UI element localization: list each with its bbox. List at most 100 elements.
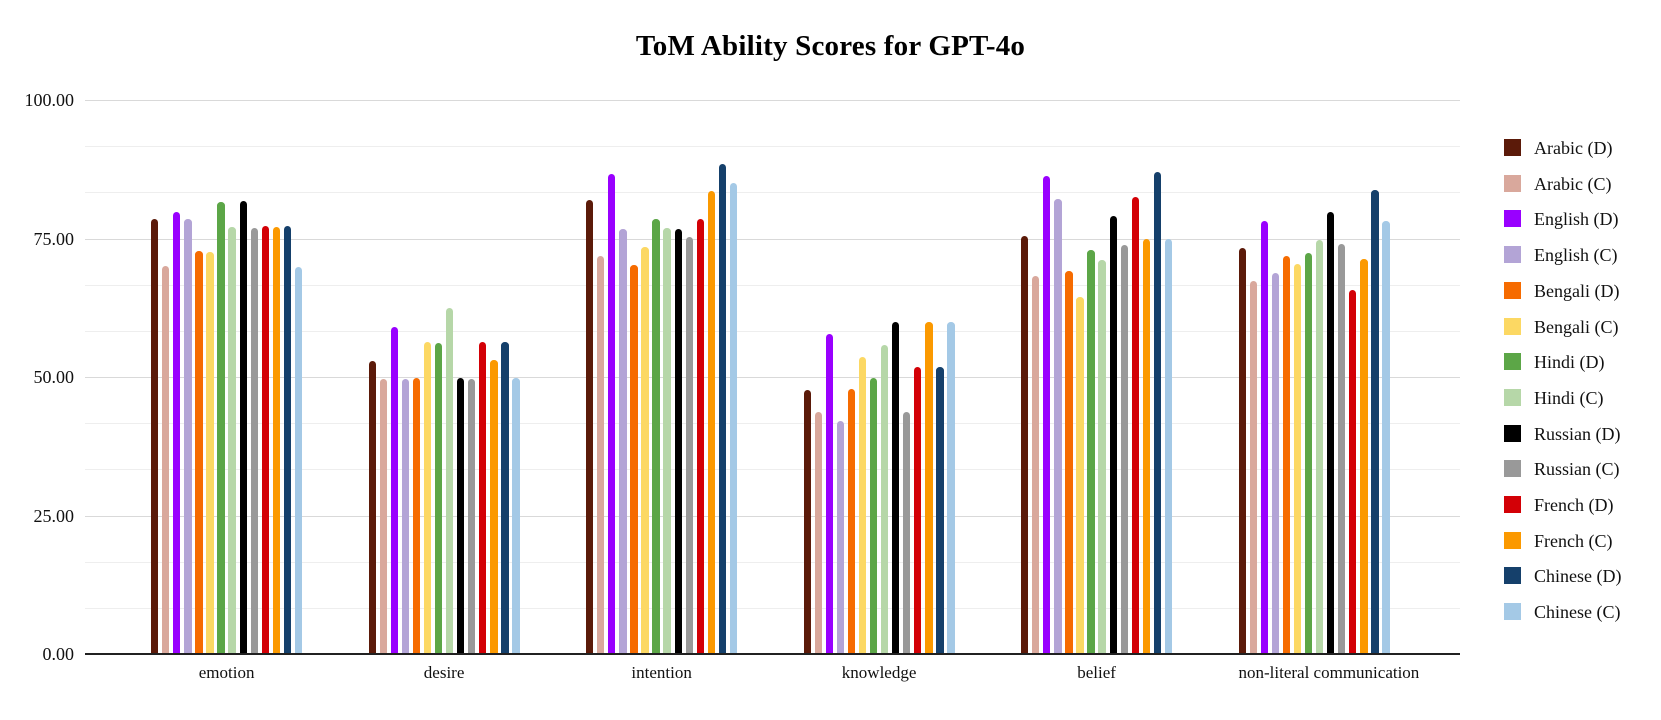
minor-gridline bbox=[85, 284, 1460, 286]
y-axis-label: 50.00 bbox=[33, 367, 75, 387]
major-gridline bbox=[85, 238, 1460, 240]
y-axis-label: 75.00 bbox=[33, 228, 75, 249]
legend-swatch bbox=[1504, 353, 1521, 371]
minor-gridline bbox=[85, 146, 1460, 148]
major-gridline bbox=[85, 100, 1460, 101]
bar bbox=[228, 227, 236, 654]
legend-label: English (C) bbox=[1534, 245, 1618, 266]
bar bbox=[1371, 190, 1379, 654]
bar bbox=[490, 360, 498, 654]
bar bbox=[1120, 245, 1128, 654]
bar bbox=[1360, 258, 1368, 654]
category-label: emotion bbox=[198, 663, 255, 682]
bar bbox=[1032, 276, 1040, 654]
legend-label: Hindi (D) bbox=[1534, 352, 1605, 373]
legend-swatch bbox=[1504, 424, 1521, 442]
bar bbox=[1338, 244, 1346, 654]
bar bbox=[1304, 252, 1313, 654]
bar bbox=[803, 389, 811, 654]
bar bbox=[925, 321, 933, 654]
major-gridline bbox=[85, 515, 1460, 517]
legend-label: English (D) bbox=[1534, 209, 1619, 230]
bar bbox=[858, 357, 867, 654]
bar bbox=[217, 202, 225, 654]
bar bbox=[1087, 249, 1095, 654]
bar bbox=[151, 219, 159, 654]
legend-label: Arabic (D) bbox=[1534, 138, 1613, 158]
legend-label: Russian (D) bbox=[1534, 423, 1621, 444]
bar bbox=[195, 250, 203, 654]
bar bbox=[1238, 248, 1246, 654]
x-axis-line bbox=[85, 653, 1460, 655]
bar bbox=[501, 342, 509, 654]
legend-swatch bbox=[1504, 281, 1521, 299]
bar bbox=[390, 326, 398, 654]
legend-label: French (D) bbox=[1534, 495, 1614, 515]
bar bbox=[1109, 215, 1117, 654]
bar bbox=[412, 378, 421, 654]
bar bbox=[423, 342, 432, 654]
legend-swatch bbox=[1504, 567, 1521, 585]
legend-swatch bbox=[1504, 210, 1521, 228]
legend-swatch bbox=[1504, 460, 1521, 478]
bar bbox=[1164, 239, 1173, 654]
bar bbox=[619, 228, 627, 654]
legend-label: Arabic (C) bbox=[1534, 173, 1612, 194]
bar bbox=[825, 334, 833, 654]
legend-label: Russian (C) bbox=[1534, 459, 1620, 480]
bar bbox=[914, 367, 922, 654]
bar bbox=[1349, 290, 1357, 654]
bar bbox=[869, 378, 878, 654]
minor-gridline bbox=[85, 561, 1460, 563]
bar bbox=[586, 200, 594, 654]
bar bbox=[294, 266, 303, 654]
legend-swatch bbox=[1504, 496, 1521, 513]
bar bbox=[250, 227, 258, 654]
bar bbox=[718, 163, 727, 654]
legend-swatch bbox=[1504, 603, 1521, 621]
legend-swatch bbox=[1504, 139, 1521, 156]
bar bbox=[401, 379, 409, 654]
bar bbox=[836, 420, 844, 654]
legend-label: Bengali (D) bbox=[1534, 280, 1620, 301]
y-axis-label: 25.00 bbox=[33, 505, 75, 526]
y-axis-label: 100.00 bbox=[24, 90, 75, 110]
bar bbox=[903, 411, 911, 654]
bar bbox=[1098, 260, 1106, 654]
legend-label: Bengali (C) bbox=[1534, 316, 1619, 337]
bar bbox=[814, 411, 822, 654]
bar bbox=[597, 255, 605, 654]
bar bbox=[892, 322, 900, 654]
bar bbox=[1260, 221, 1268, 654]
legend-swatch bbox=[1504, 388, 1521, 406]
category-label: intention bbox=[631, 663, 692, 682]
bar bbox=[368, 360, 376, 654]
legend-swatch bbox=[1504, 531, 1521, 549]
bar bbox=[1271, 272, 1279, 654]
bar bbox=[162, 266, 170, 654]
bar bbox=[880, 344, 889, 654]
minor-gridline bbox=[85, 330, 1460, 332]
bar bbox=[479, 341, 487, 654]
category-label: desire bbox=[423, 663, 465, 682]
bar bbox=[1293, 263, 1302, 654]
legend-label: Hindi (C) bbox=[1534, 387, 1604, 408]
bar bbox=[434, 342, 443, 654]
bar bbox=[1021, 235, 1029, 654]
bar bbox=[1076, 296, 1084, 654]
legend-label: Chinese (C) bbox=[1534, 602, 1621, 623]
bar bbox=[641, 247, 649, 654]
y-axis-label: 0.00 bbox=[42, 644, 75, 664]
bar bbox=[173, 211, 181, 654]
bar bbox=[1315, 239, 1324, 654]
legend-label: French (C) bbox=[1534, 530, 1613, 551]
bar bbox=[512, 378, 520, 654]
bar bbox=[674, 228, 682, 654]
bar bbox=[1327, 212, 1335, 654]
bar bbox=[457, 378, 465, 654]
bar bbox=[696, 219, 704, 654]
bar bbox=[630, 264, 638, 654]
bar bbox=[1249, 281, 1257, 654]
major-gridline bbox=[85, 377, 1460, 378]
